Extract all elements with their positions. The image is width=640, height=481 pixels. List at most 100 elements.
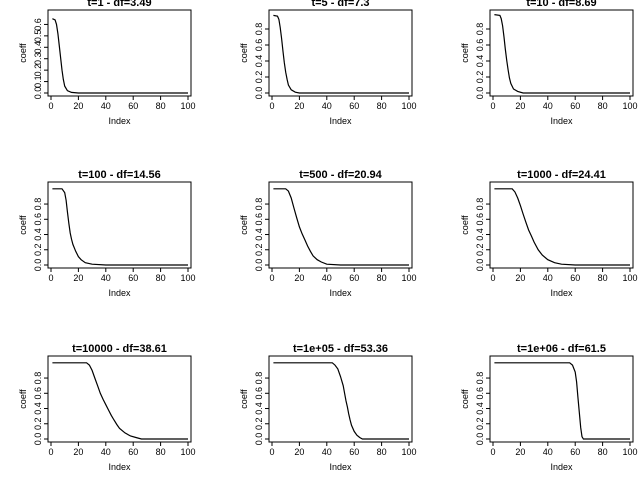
y-tick-label: 0.8 bbox=[475, 372, 485, 385]
y-tick-label: 0.2 bbox=[475, 71, 485, 84]
x-tick-label: 60 bbox=[349, 447, 359, 457]
chart-title: t=1 - df=3.49 bbox=[87, 0, 151, 9]
x-tick-label: 80 bbox=[156, 447, 166, 457]
chart-title: t=1000 - df=24.41 bbox=[517, 169, 606, 181]
y-tick-label: 0.3 bbox=[33, 52, 43, 65]
y-tick-label: 0.8 bbox=[33, 198, 43, 211]
chart-panel-1: t=1 - df=3.49 0 20 40 60 80 100 0.00.10.20.30.4… bbox=[18, 0, 196, 126]
x-axis-label: Index bbox=[550, 288, 573, 298]
plot-frame bbox=[47, 355, 192, 443]
y-axis-label: coeff bbox=[18, 43, 28, 63]
y-tick-label: 0.6 bbox=[475, 213, 485, 226]
coeff-line bbox=[494, 14, 630, 94]
x-tick-label: 0 bbox=[269, 273, 274, 283]
y-tick-label: 0.6 bbox=[33, 213, 43, 226]
x-tick-label: 40 bbox=[101, 101, 111, 111]
chart-title: t=10 - df=8.69 bbox=[526, 0, 596, 9]
x-tick-label: 0 bbox=[48, 273, 53, 283]
plot-frame bbox=[489, 355, 634, 443]
x-tick-label: 40 bbox=[543, 273, 553, 283]
y-tick-label: 0.4 bbox=[475, 228, 485, 241]
x-tick-label: 40 bbox=[322, 101, 332, 111]
x-tick-label: 0 bbox=[490, 101, 495, 111]
x-tick-label: 0 bbox=[48, 101, 53, 111]
y-tick-label: 0.6 bbox=[254, 387, 264, 400]
x-tick-label: 100 bbox=[180, 273, 195, 283]
x-tick-label: 80 bbox=[377, 101, 387, 111]
chart-panel-3: t=10 - df=8.69 0 20 40 60 80 100 0.0 0.2 0.4 0.6 0.… bbox=[460, 0, 638, 126]
x-axis-label: Index bbox=[108, 462, 131, 472]
plot-frame bbox=[489, 181, 634, 269]
x-tick-label: 0 bbox=[490, 273, 495, 283]
y-tick-label: 0.2 bbox=[33, 244, 43, 257]
x-tick-label: 100 bbox=[180, 447, 195, 457]
x-tick-label: 80 bbox=[598, 273, 608, 283]
y-tick-label: 0.6 bbox=[475, 39, 485, 52]
y-tick-label: 0.0 bbox=[33, 433, 43, 446]
coeff-line bbox=[273, 362, 409, 440]
x-tick-label: 0 bbox=[269, 447, 274, 457]
x-tick-label: 60 bbox=[570, 101, 580, 111]
x-tick-label: 60 bbox=[570, 447, 580, 457]
x-tick-label: 20 bbox=[294, 101, 304, 111]
chart-panel-2: t=5 - df=7.3 0 20 40 60 80 100 0.0 0.2 0.4 0.6 0.8 I… bbox=[239, 0, 417, 126]
x-tick-label: 100 bbox=[180, 101, 195, 111]
chart-title: t=5 - df=7.3 bbox=[311, 0, 369, 9]
y-tick-label: 0.2 bbox=[254, 71, 264, 84]
x-axis-label: Index bbox=[550, 462, 573, 472]
y-tick-label: 0.2 bbox=[254, 418, 264, 431]
coeff-line bbox=[273, 188, 409, 266]
plot-frame bbox=[268, 355, 413, 443]
x-axis-label: Index bbox=[329, 462, 352, 472]
chart-panel-5: t=500 - df=20.94 0 20 40 60 80 100 0.0 0.2 0.4 0.6… bbox=[239, 169, 417, 298]
x-tick-label: 20 bbox=[515, 101, 525, 111]
y-tick-label: 0.2 bbox=[33, 64, 43, 77]
y-tick-label: 0.2 bbox=[475, 418, 485, 431]
coeff-line bbox=[52, 18, 188, 94]
x-tick-label: 20 bbox=[515, 273, 525, 283]
y-tick-label: 0.8 bbox=[254, 198, 264, 211]
chart-panel-9: t=1e+06 - df=61.5 0 20 40 60 80 100 0.0 0.2 0.4 0.… bbox=[460, 343, 638, 472]
y-tick-label: 0.0 bbox=[254, 259, 264, 272]
y-tick-label: 0.8 bbox=[33, 372, 43, 385]
y-tick-label: 0.4 bbox=[254, 228, 264, 241]
y-axis-label: coeff bbox=[460, 215, 470, 235]
x-tick-label: 60 bbox=[570, 273, 580, 283]
y-axis-label: coeff bbox=[460, 43, 470, 63]
x-axis-label: Index bbox=[108, 116, 131, 126]
plot-frame bbox=[47, 181, 192, 269]
chart-title: t=1e+05 - df=53.36 bbox=[293, 343, 388, 355]
x-tick-label: 40 bbox=[322, 273, 332, 283]
x-axis-label: Index bbox=[550, 116, 573, 126]
x-tick-label: 80 bbox=[598, 101, 608, 111]
x-tick-label: 60 bbox=[349, 101, 359, 111]
x-tick-label: 20 bbox=[73, 273, 83, 283]
plot-frame bbox=[268, 181, 413, 269]
y-tick-label: 0.0 bbox=[475, 433, 485, 446]
x-tick-label: 60 bbox=[128, 447, 138, 457]
x-tick-label: 80 bbox=[377, 273, 387, 283]
y-tick-label: 0.8 bbox=[254, 372, 264, 385]
y-axis-label: coeff bbox=[460, 389, 470, 409]
x-tick-label: 80 bbox=[598, 447, 608, 457]
x-tick-label: 80 bbox=[156, 273, 166, 283]
x-tick-label: 20 bbox=[515, 447, 525, 457]
x-tick-label: 20 bbox=[73, 447, 83, 457]
chart-panel-7: t=10000 - df=38.61 0 20 40 60 80 100 0.0 0.2 0.4 0… bbox=[18, 343, 196, 472]
y-tick-label: 0.6 bbox=[254, 39, 264, 52]
y-tick-label: 0.8 bbox=[254, 23, 264, 36]
x-tick-label: 100 bbox=[401, 273, 416, 283]
chart-title: t=1e+06 - df=61.5 bbox=[517, 343, 606, 355]
x-tick-label: 100 bbox=[622, 447, 637, 457]
y-tick-label: 0.4 bbox=[475, 402, 485, 415]
y-tick-label: 0.4 bbox=[475, 55, 485, 68]
x-tick-label: 40 bbox=[543, 101, 553, 111]
y-tick-label: 0.0 bbox=[254, 87, 264, 100]
x-tick-label: 20 bbox=[73, 101, 83, 111]
coeff-line bbox=[52, 188, 188, 266]
plot-frame bbox=[268, 9, 413, 97]
coeff-line bbox=[52, 362, 188, 440]
x-tick-label: 60 bbox=[128, 101, 138, 111]
x-tick-label: 100 bbox=[401, 447, 416, 457]
y-tick-label: 0.0 bbox=[33, 87, 43, 100]
